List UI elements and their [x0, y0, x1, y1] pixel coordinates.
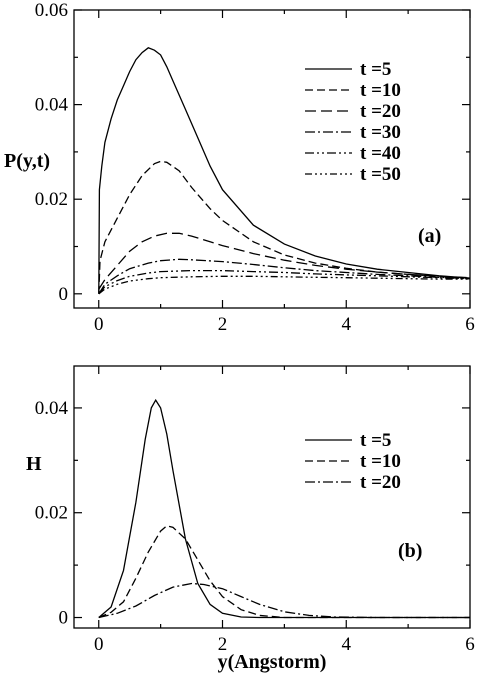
panel-b-series	[98, 398, 470, 619]
legend-label: t =10	[360, 451, 401, 472]
legend-label: t =40	[360, 143, 401, 164]
panel-b-ticks: 0 2 4 6 0 0.02 0.04	[35, 366, 475, 655]
panel-b-xlabel: y(Angstorm)	[218, 651, 327, 673]
x-tick-label: 2	[218, 634, 228, 655]
x-tick-label: 4	[342, 634, 352, 655]
x-tick-label: 6	[465, 314, 475, 335]
y-tick-label: 0	[59, 284, 69, 305]
series-line-3	[98, 232, 471, 290]
y-tick-label: 0.04	[35, 398, 69, 419]
x-tick-label: 4	[342, 314, 352, 335]
x-tick-label: 6	[465, 634, 475, 655]
legend-label: t =10	[360, 80, 401, 101]
panel-b-legend: t =5t =10t =20	[305, 430, 401, 493]
series-line-3	[98, 582, 470, 619]
panel-a-ylabel: P(y,t)	[4, 150, 50, 172]
y-tick-label: 0	[59, 608, 69, 629]
y-tick-label: 0.02	[35, 503, 68, 524]
series-line-1	[98, 47, 471, 294]
legend-label: t =20	[360, 101, 401, 122]
y-tick-label: 0.02	[35, 189, 68, 210]
series-line-2	[98, 525, 470, 619]
y-tick-label: 0.06	[35, 0, 68, 21]
panel-a: 0 2 4 600.020.040.06 t =5t =10t =20t =30t =…	[4, 0, 475, 335]
series-line-1	[98, 398, 470, 619]
panel-b-label: (b)	[398, 540, 422, 562]
series-line-6	[98, 275, 470, 295]
panel-a-legend: t =5t =10t =20t =30t =40t =50	[305, 59, 401, 185]
legend-label: t =30	[360, 122, 401, 143]
panel-b-ylabel: H	[26, 453, 42, 475]
y-tick-label: 0.04	[35, 95, 69, 116]
panel-a-ticks: 0 2 4 6 0 0.02 0.04 0.06	[35, 0, 475, 335]
legend-label: t =5	[360, 430, 391, 451]
x-tick-label: 2	[218, 314, 228, 335]
panel-b: 0 2 4 6 0 0.02 0.04 t =5t =10t =20 H (b) y(Ang…	[26, 365, 475, 673]
series-line-5	[98, 269, 471, 295]
panel-a-series	[98, 47, 471, 295]
panel-a-plot-frame	[73, 9, 471, 309]
panel-a-label: (a)	[418, 225, 441, 247]
legend-label: t =20	[360, 472, 401, 493]
legend-label: t =50	[360, 164, 401, 185]
series-line-4	[98, 258, 471, 295]
panel-b-plot-frame	[73, 365, 471, 629]
x-tick-label: 0	[94, 634, 104, 655]
x-tick-label: 0	[94, 314, 104, 335]
series-line-2	[98, 160, 471, 294]
legend-label: t =5	[360, 59, 391, 80]
